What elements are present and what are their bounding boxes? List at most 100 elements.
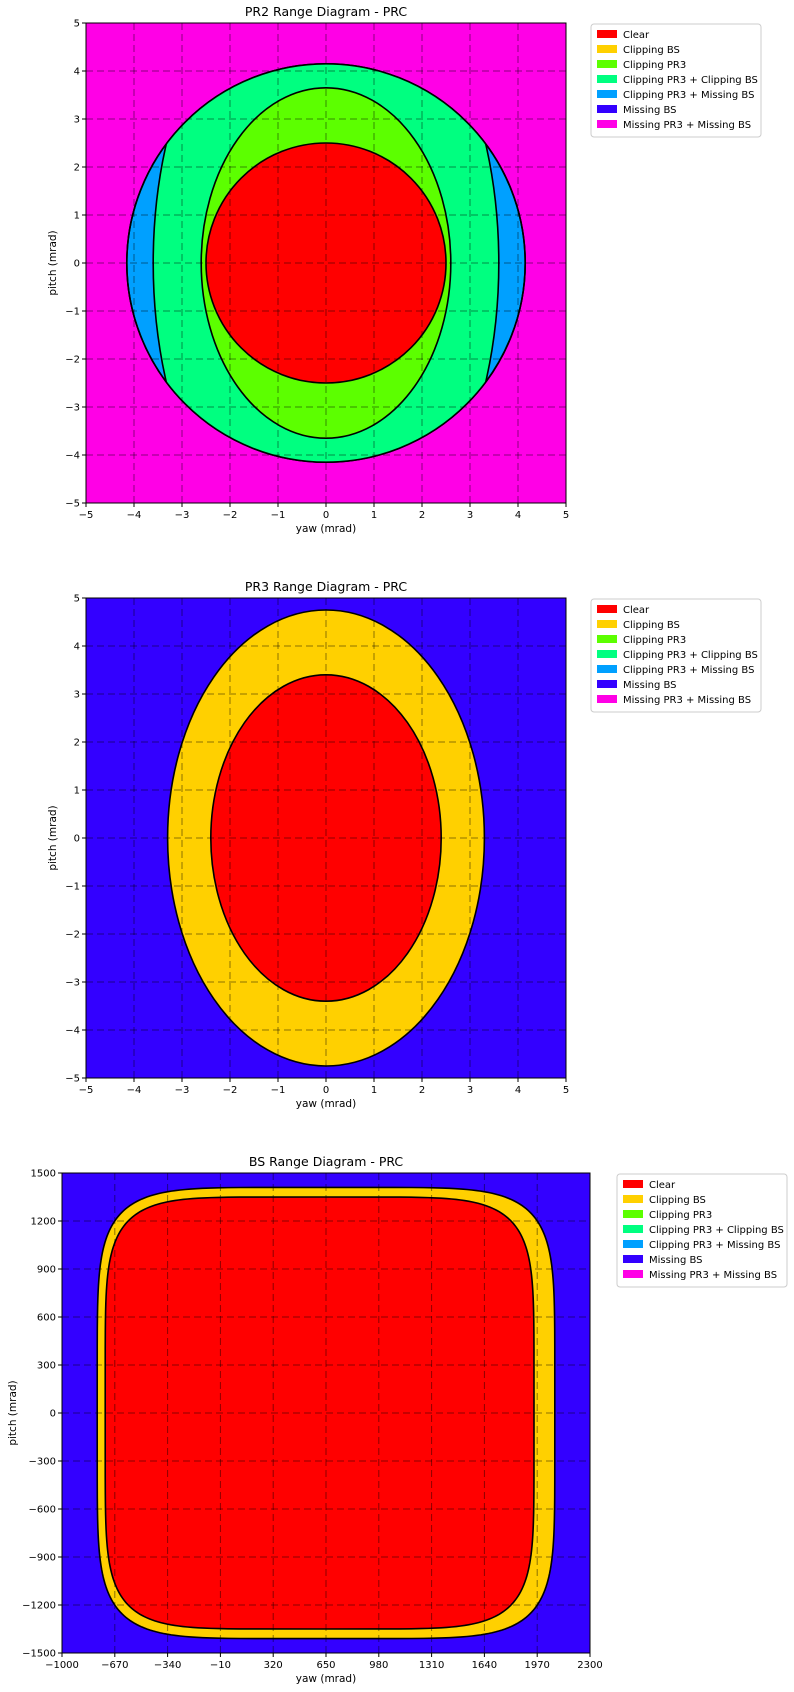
legend-label: Clipping PR3 + Clipping BS [623,650,758,661]
plot-area [86,598,566,1078]
grid [86,598,566,1078]
y-tick-label: −1200 [22,1601,56,1612]
y-tick-label: 3 [74,115,80,126]
legend-label: Missing PR3 + Missing BS [623,695,751,706]
legend-label: Missing BS [623,680,677,691]
y-tick-label: −2 [65,355,80,366]
chart-1: −5 −4 −3 −2 −1 0 1 2 3 4 5 −5 −4 −3 −2 −1 0 1 2 3 4 5 PR2 Rang… [47,4,762,535]
legend-label: Missing BS [623,105,677,116]
x-tick-label: 1640 [472,1660,497,1671]
x-tick-label: 5 [563,510,569,521]
chart-2: −5 −4 −3 −2 −1 0 1 2 3 4 5 −5 −4 −3 −2 −1 0 1 2 3 4 5 PR3 Rang… [47,579,762,1110]
legend: Clear Clipping BS Clipping PR3 Clipping PR3… [590,598,762,713]
y-tick-label: 1200 [31,1217,56,1228]
legend-label: Clipping PR3 [649,1210,712,1221]
y-tick-label: 4 [74,642,80,653]
x-tick-label: 2 [419,510,425,521]
y-tick-label: −300 [29,1457,56,1468]
legend-swatch [623,1210,643,1218]
x-tick-label: 980 [369,1660,388,1671]
legend-swatch [623,1225,643,1233]
x-tick-label: −670 [101,1660,128,1671]
legend-swatch [597,650,617,658]
y-tick-label: 5 [74,594,80,605]
x-tick-label: 320 [264,1660,283,1671]
x-tick-label: −5 [79,1085,94,1096]
x-tick-label: 1 [371,510,377,521]
legend-label: Missing PR3 + Missing BS [623,120,751,131]
y-axis-label: pitch (mrad) [7,1380,19,1445]
legend-label: Clipping PR3 + Missing BS [623,90,754,101]
x-tick-label: −1 [271,510,286,521]
legend-swatch [597,45,617,53]
x-tick-label: 0 [323,1085,329,1096]
y-tick-label: 300 [37,1361,56,1372]
y-tick-label: 2 [74,163,80,174]
x-tick-label: 5 [563,1085,569,1096]
y-tick-label: −1500 [22,1649,56,1660]
x-tick-label: −5 [79,510,94,521]
y-tick-label: 2 [74,738,80,749]
legend-swatch [597,60,617,68]
legend-label: Clipping BS [649,1195,706,1206]
y-tick-label: −3 [65,403,80,414]
y-tick-label: 600 [37,1313,56,1324]
legend-label: Clipping PR3 [623,60,686,71]
x-tick-label: −2 [223,510,238,521]
x-axis-label: yaw (mrad) [296,1673,356,1685]
region-clear [210,673,442,1002]
x-tick-label: 1 [371,1085,377,1096]
chart-title: PR3 Range Diagram - PRC [245,579,407,594]
x-tick-label: −10 [210,1660,231,1671]
x-tick-label: −4 [127,510,142,521]
x-tick-label: 4 [515,1085,521,1096]
x-tick-label: 3 [467,510,473,521]
x-tick-label: −3 [175,1085,190,1096]
legend-label: Clipping PR3 + Clipping BS [623,75,758,86]
legend-label: Missing BS [649,1255,703,1266]
legend: Clear Clipping BS Clipping PR3 Clipping PR3… [616,1173,788,1288]
x-tick-label: 0 [323,510,329,521]
legend-swatch [597,635,617,643]
legend-label: Clipping BS [623,620,680,631]
legend-label: Clear [623,605,650,616]
y-tick-label: 0 [74,834,80,845]
chart-title: BS Range Diagram - PRC [249,1154,404,1169]
y-tick-label: 1 [74,211,80,222]
region-clear [104,1196,535,1630]
legend-label: Clipping PR3 + Clipping BS [649,1225,784,1236]
legend-label: Missing PR3 + Missing BS [649,1270,777,1281]
x-axis-label: yaw (mrad) [296,1098,356,1110]
y-tick-label: −1 [65,882,80,893]
y-tick-label: 5 [74,19,80,30]
chart-3: −1000 −670 −340 −10 320 650 980 1310 1640 1970 230… [7,1154,788,1685]
region-clear [205,142,447,384]
legend-label: Clipping BS [623,45,680,56]
y-tick-label: 3 [74,690,80,701]
legend-swatch [597,665,617,673]
y-tick-label: −5 [65,499,80,510]
legend-label: Clear [649,1180,676,1191]
legend-swatch [597,75,617,83]
legend-label: Clear [623,30,650,41]
y-tick-label: −900 [29,1553,56,1564]
legend-swatch [623,1270,643,1278]
x-tick-label: −1 [271,1085,286,1096]
x-tick-label: −340 [154,1660,181,1671]
y-tick-label: 4 [74,67,80,78]
y-tick-label: −3 [65,978,80,989]
legend-swatch [597,605,617,613]
plot-area [62,1173,590,1653]
y-axis-label: pitch (mrad) [47,230,59,295]
y-tick-label: −600 [29,1505,56,1516]
legend-swatch [597,680,617,688]
y-tick-label: −4 [65,1026,80,1037]
plot-area [86,23,566,503]
x-tick-label: −2 [223,1085,238,1096]
legend-swatch [597,620,617,628]
x-tick-label: −4 [127,1085,142,1096]
y-tick-label: −1 [65,307,80,318]
legend-swatch [597,30,617,38]
legend-label: Clipping PR3 [623,635,686,646]
